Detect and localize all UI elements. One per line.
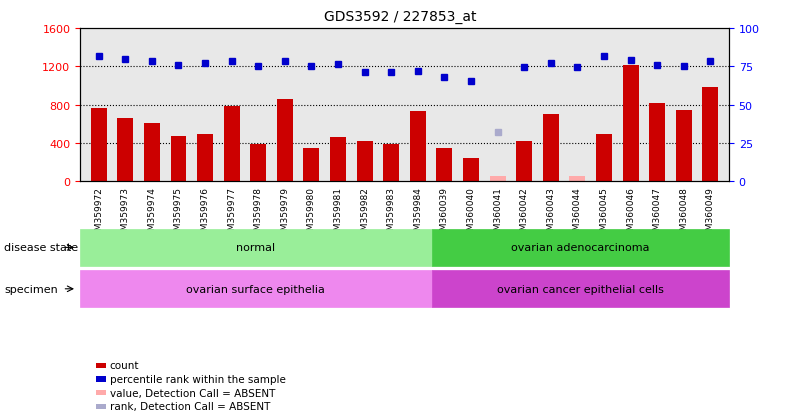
Text: normal: normal xyxy=(236,243,276,253)
Text: GDS3592 / 227853_at: GDS3592 / 227853_at xyxy=(324,10,477,24)
Bar xyxy=(117,119,133,182)
Bar xyxy=(223,106,239,182)
Text: ovarian cancer epithelial cells: ovarian cancer epithelial cells xyxy=(497,284,664,294)
Text: disease state: disease state xyxy=(4,243,78,253)
Text: percentile rank within the sample: percentile rank within the sample xyxy=(110,374,286,384)
Bar xyxy=(543,115,559,182)
Bar xyxy=(596,135,612,182)
Bar xyxy=(516,142,532,182)
Text: count: count xyxy=(110,361,139,370)
Bar xyxy=(622,66,638,182)
Bar xyxy=(171,137,187,182)
Bar xyxy=(277,100,293,182)
Bar xyxy=(676,111,692,182)
Bar xyxy=(330,138,346,182)
Bar xyxy=(91,109,107,182)
Text: rank, Detection Call = ABSENT: rank, Detection Call = ABSENT xyxy=(110,401,270,411)
Bar xyxy=(463,159,479,182)
Text: value, Detection Call = ABSENT: value, Detection Call = ABSENT xyxy=(110,388,275,398)
Bar xyxy=(649,103,665,182)
Bar xyxy=(356,142,372,182)
Text: ovarian surface epithelia: ovarian surface epithelia xyxy=(187,284,325,294)
Bar xyxy=(489,176,505,182)
Bar xyxy=(383,145,399,182)
Bar xyxy=(250,145,266,182)
Bar xyxy=(197,135,213,182)
Bar xyxy=(702,88,718,182)
Bar xyxy=(437,148,453,182)
Bar xyxy=(570,176,586,182)
Bar xyxy=(304,148,320,182)
Bar xyxy=(410,112,426,182)
Text: ovarian adenocarcinoma: ovarian adenocarcinoma xyxy=(511,243,650,253)
Bar xyxy=(144,123,160,182)
Text: specimen: specimen xyxy=(4,284,58,294)
